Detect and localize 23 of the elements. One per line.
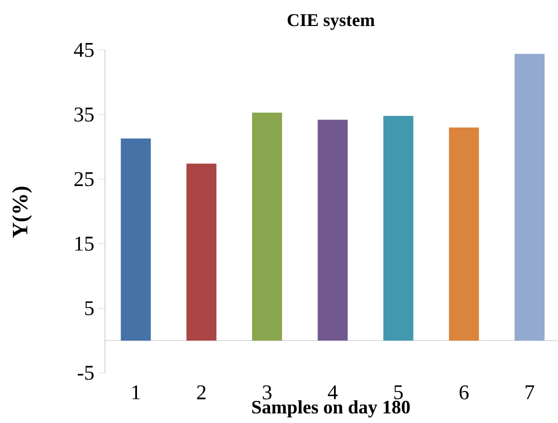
bar (252, 112, 282, 341)
x-tick-label: 4 (328, 385, 338, 400)
bar (186, 164, 216, 341)
bar (318, 120, 348, 341)
y-tick-label: 15 (75, 236, 94, 251)
x-tick-label: 5 (394, 385, 403, 400)
y-axis-title: Y(%) (12, 186, 32, 238)
x-axis-title: Samples on day 180 (252, 400, 410, 418)
bar (383, 116, 414, 341)
y-tick-label: 45 (74, 43, 94, 58)
bar (448, 128, 479, 341)
y-tick-label: -5 (78, 366, 94, 380)
bar (120, 138, 151, 341)
x-tick-label: 3 (262, 385, 272, 400)
x-tick-label: 1 (132, 385, 140, 400)
y-tick-label: 5 (85, 301, 94, 316)
x-tick-label: 2 (197, 385, 206, 400)
x-tick-label: 6 (460, 385, 469, 400)
y-tick-label: 35 (74, 108, 94, 122)
y-tick-label: 25 (74, 172, 94, 186)
bar (514, 54, 545, 341)
chart-title: CIE system (288, 14, 375, 30)
x-tick-label: 7 (526, 385, 534, 400)
